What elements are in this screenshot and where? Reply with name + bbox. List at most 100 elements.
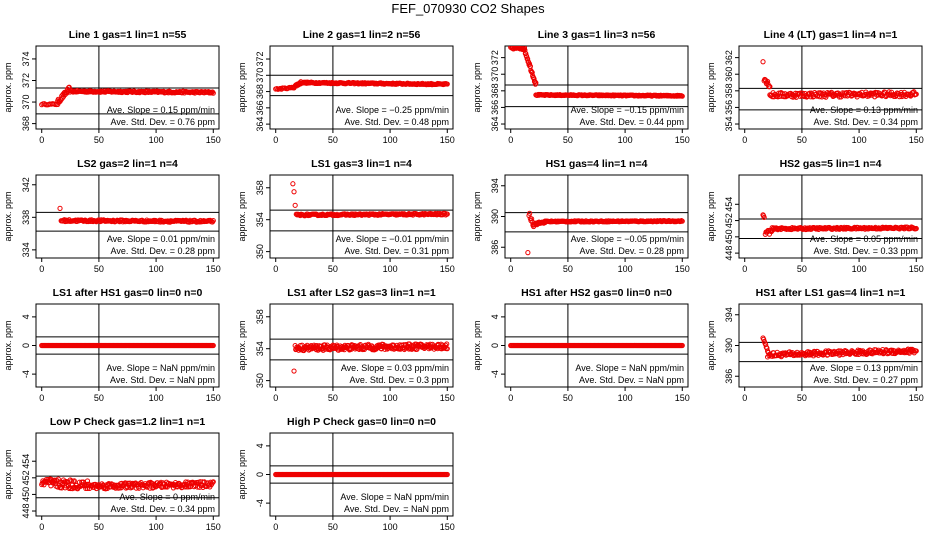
slope-annotation: Ave. Slope = −0.05 ppm/min <box>571 234 684 244</box>
x-tick-label: 150 <box>440 135 455 145</box>
data-point <box>679 93 685 99</box>
x-tick-label: 50 <box>563 393 573 403</box>
y-tick-label: 4 <box>490 314 500 319</box>
x-tick-label: 0 <box>39 393 44 403</box>
data-point <box>525 250 531 256</box>
data-point <box>444 341 450 347</box>
plot-frame <box>738 174 923 259</box>
x-tick-label: 0 <box>508 264 513 274</box>
x-tick-label: 0 <box>39 522 44 532</box>
panel-title: Low P Check gas=1.2 lin=1 n=1 <box>50 416 205 428</box>
stddev-annotation: Ave. Std. Dev. = 0.48 ppm <box>345 117 449 127</box>
y-tick-label: 386 <box>724 369 734 384</box>
x-tick-label: 150 <box>440 264 455 274</box>
y-tick-label: 358 <box>724 83 734 98</box>
panel-title: Line 2 gas=1 lin=2 n=56 <box>303 29 421 41</box>
data-point <box>291 368 297 374</box>
slope-annotation: Ave. Slope = 0 ppm/min <box>119 492 215 502</box>
panel-title: HS1 after LS1 gas=4 lin=1 n=1 <box>756 287 906 299</box>
y-axis-label: approx. ppm <box>706 320 716 370</box>
x-tick-label: 100 <box>383 522 398 532</box>
y-tick-label: 366 <box>255 100 265 115</box>
data-points <box>39 84 216 108</box>
panel-13: Low P Check gas=1.2 lin=1 n=1 approx. ppm… <box>3 416 221 532</box>
x-tick-label: 50 <box>328 135 338 145</box>
y-tick-label: 448 <box>21 504 31 519</box>
panel-title: HS2 gas=5 lin=1 n=4 <box>780 158 882 170</box>
x-tick-label: 0 <box>742 135 747 145</box>
x-tick-label: 0 <box>273 135 278 145</box>
plot-frame <box>269 174 454 259</box>
panel-6: LS1 gas=3 lin=1 n=4 approx. ppm 0 50 100 150 3… <box>237 158 455 274</box>
x-tick-label: 150 <box>909 264 924 274</box>
data-point <box>533 80 539 86</box>
y-tick-label: 394 <box>724 307 734 322</box>
y-tick-label: 368 <box>490 83 500 98</box>
data-point <box>147 485 153 491</box>
x-tick-label: 0 <box>742 264 747 274</box>
x-tick-label: 100 <box>383 264 398 274</box>
y-tick-label: 362 <box>724 50 734 65</box>
stddev-annotation: Ave. Std. Dev. = 0.76 ppm <box>111 117 215 127</box>
data-point <box>913 91 919 97</box>
data-point <box>210 218 216 224</box>
stddev-annotation: Ave. Std. Dev. = 0.3 ppm <box>350 375 449 385</box>
y-tick-label: -4 <box>21 370 31 378</box>
y-tick-label: 354 <box>255 212 265 227</box>
panel-9: LS1 after HS1 gas=0 lin=0 n=0 approx. ppm… <box>3 287 221 403</box>
panel-14: High P Check gas=0 lin=0 n=0 approx. ppm 0… <box>237 416 455 532</box>
x-tick-label: 150 <box>206 135 221 145</box>
data-points <box>273 79 450 92</box>
data-points <box>760 212 919 237</box>
data-point <box>526 212 532 219</box>
y-tick-label: -4 <box>490 370 500 378</box>
data-point <box>679 218 685 224</box>
y-tick-label: 448 <box>724 246 734 261</box>
data-point <box>527 210 533 216</box>
panel-7: HS1 gas=4 lin=1 n=4 approx. ppm 0 50 100 150 3… <box>472 158 690 274</box>
panel-12: HS1 after LS1 gas=4 lin=1 n=1 approx. ppm… <box>706 287 924 403</box>
y-axis-label: approx. ppm <box>706 191 716 241</box>
x-tick-label: 150 <box>909 393 924 403</box>
x-tick-label: 100 <box>852 393 867 403</box>
data-points <box>291 341 450 374</box>
slope-annotation: Ave. Slope = −0.15 ppm/min <box>571 105 684 115</box>
y-axis-label: approx. ppm <box>472 62 482 112</box>
data-points <box>273 471 450 478</box>
data-point <box>761 214 767 221</box>
x-tick-label: 100 <box>618 393 633 403</box>
x-tick-label: 0 <box>39 135 44 145</box>
data-point <box>525 56 531 62</box>
y-tick-label: 370 <box>255 68 265 83</box>
stddev-annotation: Ave. Std. Dev. = 0.34 ppm <box>111 504 215 514</box>
data-points <box>39 342 216 349</box>
stddev-annotation: Ave. Std. Dev. = 0.28 ppm <box>111 246 215 256</box>
data-points <box>508 46 685 99</box>
data-point <box>210 479 216 485</box>
y-tick-label: 356 <box>724 100 734 115</box>
panel-title: LS2 gas=2 lin=1 n=4 <box>77 158 178 170</box>
plot-frame <box>35 174 220 259</box>
y-tick-label: 390 <box>724 338 734 353</box>
y-tick-label: 370 <box>490 67 500 82</box>
y-axis-label: approx. ppm <box>472 320 482 370</box>
panel-title: Line 3 gas=1 lin=3 n=56 <box>538 29 656 41</box>
stddev-annotation: Ave. Std. Dev. = 0.31 ppm <box>345 246 449 256</box>
data-point <box>523 50 529 57</box>
y-tick-label: 350 <box>255 373 265 388</box>
y-tick-label: 0 <box>255 472 265 477</box>
data-point <box>210 90 216 96</box>
plot-frame <box>35 432 220 517</box>
x-tick-label: 50 <box>328 393 338 403</box>
y-tick-label: 452 <box>21 470 31 485</box>
x-tick-label: 50 <box>94 135 104 145</box>
slope-annotation: Ave. Slope = 0.03 ppm/min <box>341 363 449 373</box>
y-tick-label: 354 <box>724 117 734 132</box>
x-tick-label: 50 <box>797 264 807 274</box>
y-tick-label: 342 <box>21 177 31 192</box>
y-axis-label: approx. ppm <box>237 449 247 499</box>
slope-annotation: Ave. Slope = 0.13 ppm/min <box>810 105 918 115</box>
x-tick-label: 150 <box>206 522 221 532</box>
x-tick-label: 50 <box>328 522 338 532</box>
